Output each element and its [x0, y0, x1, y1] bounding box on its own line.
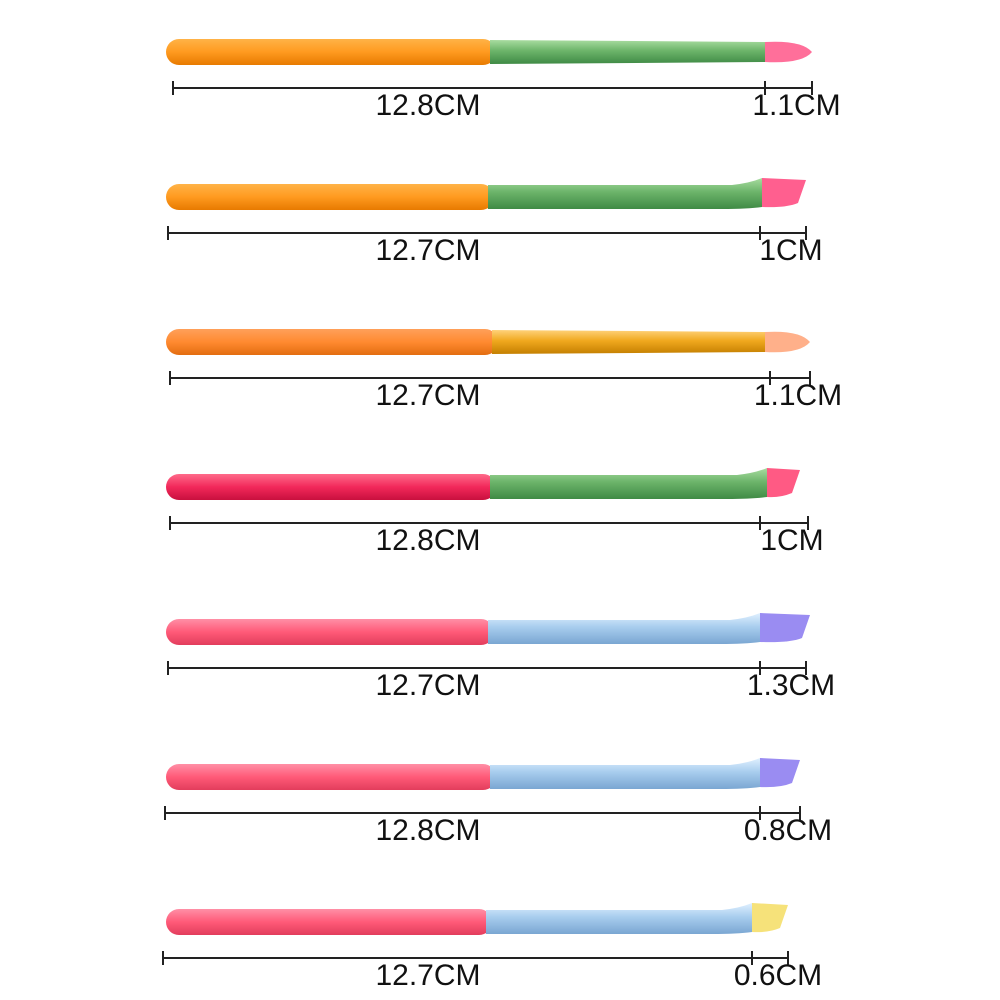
brush-ferrule — [488, 613, 760, 644]
brush-tip — [767, 468, 800, 498]
brush-handle — [166, 184, 494, 210]
tip-length-label: 1.3CM — [747, 669, 835, 702]
tip-length-label: 0.8CM — [744, 814, 832, 847]
brush-ferrule — [490, 468, 767, 499]
brush-tip — [762, 178, 806, 208]
brush-handle — [166, 39, 496, 65]
tip-length-label: 1CM — [760, 524, 823, 557]
tip-length-label: 0.6CM — [734, 959, 822, 992]
handle-length-label: 12.7CM — [375, 234, 480, 267]
tip-length-label: 1.1CM — [754, 379, 842, 412]
brush-ferrule — [490, 40, 765, 64]
brush-handle — [166, 764, 496, 790]
brush-tip — [760, 758, 800, 788]
brush-ferrule — [486, 903, 752, 934]
handle-length-label: 12.7CM — [375, 959, 480, 992]
brush-handle — [166, 909, 492, 935]
handle-length-label: 12.7CM — [375, 669, 480, 702]
handle-length-label: 12.7CM — [375, 379, 480, 412]
brush-handle — [166, 619, 494, 645]
tip-length-label: 1CM — [759, 234, 822, 267]
brush-tip — [752, 903, 788, 933]
brush-handle — [166, 474, 496, 500]
brush-tip — [765, 331, 810, 353]
handle-length-label: 12.8CM — [375, 89, 480, 122]
handle-length-label: 12.8CM — [375, 814, 480, 847]
brush-ferrule — [488, 178, 762, 209]
handle-length-label: 12.8CM — [375, 524, 480, 557]
brush-ferrule — [492, 330, 765, 354]
brush-handle — [166, 329, 498, 355]
brush-tip — [760, 613, 810, 643]
tip-length-label: 1.1CM — [752, 89, 840, 122]
brush-tip — [765, 41, 812, 63]
brush-ferrule — [490, 758, 760, 789]
